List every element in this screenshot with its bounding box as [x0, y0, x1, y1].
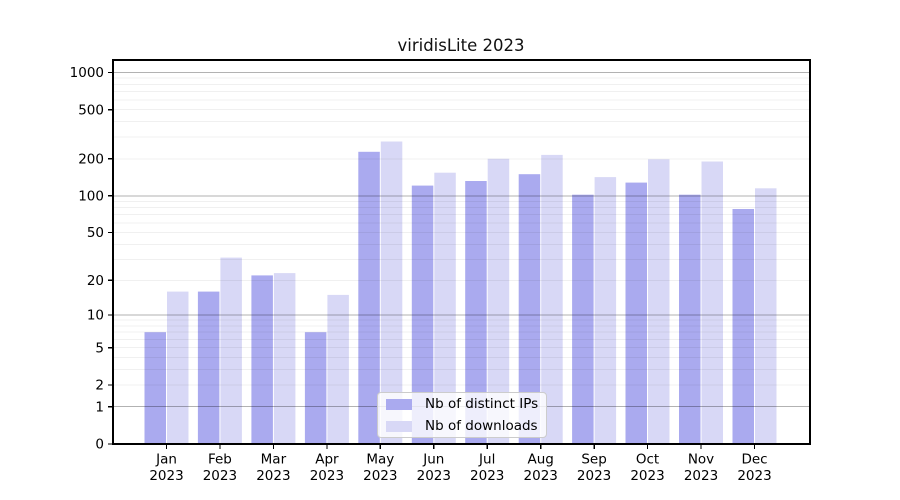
bar-distinct-ips-jul — [465, 181, 487, 444]
bar-distinct-ips-jun — [411, 185, 434, 444]
bar-distinct-ips-dec — [732, 209, 754, 444]
y-tick-label: 1000 — [70, 65, 104, 81]
bar-downloads-jun — [434, 172, 456, 444]
bar-downloads-feb — [220, 257, 242, 444]
x-tick-label-month: Jul — [478, 452, 495, 468]
x-axis: Jan2023Feb2023Mar2023Apr2023May2023Jun20… — [149, 444, 772, 484]
y-axis: 0 1 2 5 10 20 50 100 200 500 1000 — [70, 65, 113, 453]
bar-downloads-jan — [167, 291, 189, 444]
x-tick-label-year: 2023 — [256, 468, 290, 484]
x-tick-label-month: Sep — [581, 452, 606, 468]
x-tick-label-month: Nov — [688, 452, 714, 468]
x-tick-label-year: 2023 — [310, 468, 344, 484]
x-tick-label-year: 2023 — [417, 468, 451, 484]
bar-distinct-ips-nov — [679, 194, 701, 444]
x-tick-label-month: Oct — [636, 452, 659, 468]
legend: Nb of distinct IPs Nb of downloads — [377, 392, 547, 438]
x-tick-label-year: 2023 — [524, 468, 558, 484]
legend-label: Nb of distinct IPs — [425, 396, 539, 412]
y-tick-label: 1 — [95, 399, 104, 415]
bar-distinct-ips-sep — [572, 194, 594, 444]
x-tick-label-month: Feb — [208, 452, 232, 468]
x-tick-label-year: 2023 — [149, 468, 183, 484]
x-tick-label-month: Jan — [155, 452, 177, 468]
y-tick-label: 10 — [87, 308, 104, 324]
bar-downloads-nov — [701, 161, 723, 444]
legend-label: Nb of downloads — [425, 418, 538, 434]
legend-swatch-icon — [386, 420, 412, 432]
gridlines — [114, 71, 809, 408]
bar-downloads-oct — [648, 159, 670, 445]
legend-item-distinct-ips: Nb of distinct IPs — [386, 396, 538, 412]
x-tick-label-month: Mar — [261, 452, 287, 468]
bar-downloads-may — [380, 141, 403, 444]
x-tick-label-year: 2023 — [203, 468, 237, 484]
y-tick-label: 2 — [95, 378, 104, 394]
y-tick-label: 50 — [87, 225, 104, 241]
legend-item-downloads: Nb of downloads — [386, 418, 538, 434]
bar-downloads-mar — [273, 273, 296, 444]
x-tick-label-year: 2023 — [630, 468, 664, 484]
x-tick-label-month: Apr — [315, 452, 339, 468]
bar-downloads-dec — [755, 188, 777, 444]
bar-distinct-ips-apr — [304, 332, 327, 444]
bar-distinct-ips-aug — [518, 174, 541, 444]
x-tick-label-year: 2023 — [737, 468, 771, 484]
bar-downloads-aug — [541, 154, 563, 444]
y-tick-label: 100 — [78, 189, 104, 205]
y-tick-label: 500 — [78, 102, 104, 118]
x-tick-label-month: Aug — [528, 452, 554, 468]
bar-distinct-ips-may — [358, 151, 380, 445]
plot-border — [112, 59, 811, 445]
legend-swatch-icon — [386, 398, 412, 410]
y-tick-label: 20 — [87, 273, 104, 289]
bars-layer — [144, 141, 777, 445]
bar-distinct-ips-jan — [144, 332, 166, 444]
bar-distinct-ips-feb — [197, 291, 220, 444]
bar-downloads-apr — [327, 294, 349, 444]
bar-distinct-ips-mar — [251, 275, 273, 444]
x-tick-label-year: 2023 — [470, 468, 504, 484]
axes — [112, 59, 811, 445]
bar-downloads-sep — [594, 177, 617, 444]
x-tick-label-year: 2023 — [684, 468, 718, 484]
x-tick-label-year: 2023 — [577, 468, 611, 484]
x-tick-label-month: Dec — [741, 452, 767, 468]
y-tick-label: 0 — [95, 437, 104, 453]
x-tick-label-month: May — [366, 452, 394, 468]
y-tick-label: 200 — [78, 152, 104, 168]
y-tick-label: 5 — [95, 340, 104, 356]
bar-downloads-jul — [487, 158, 510, 445]
bar-distinct-ips-oct — [625, 182, 647, 444]
x-tick-label-year: 2023 — [363, 468, 397, 484]
x-tick-label-month: Jun — [422, 452, 444, 468]
chart-title: viridisLite 2023 — [397, 36, 525, 55]
